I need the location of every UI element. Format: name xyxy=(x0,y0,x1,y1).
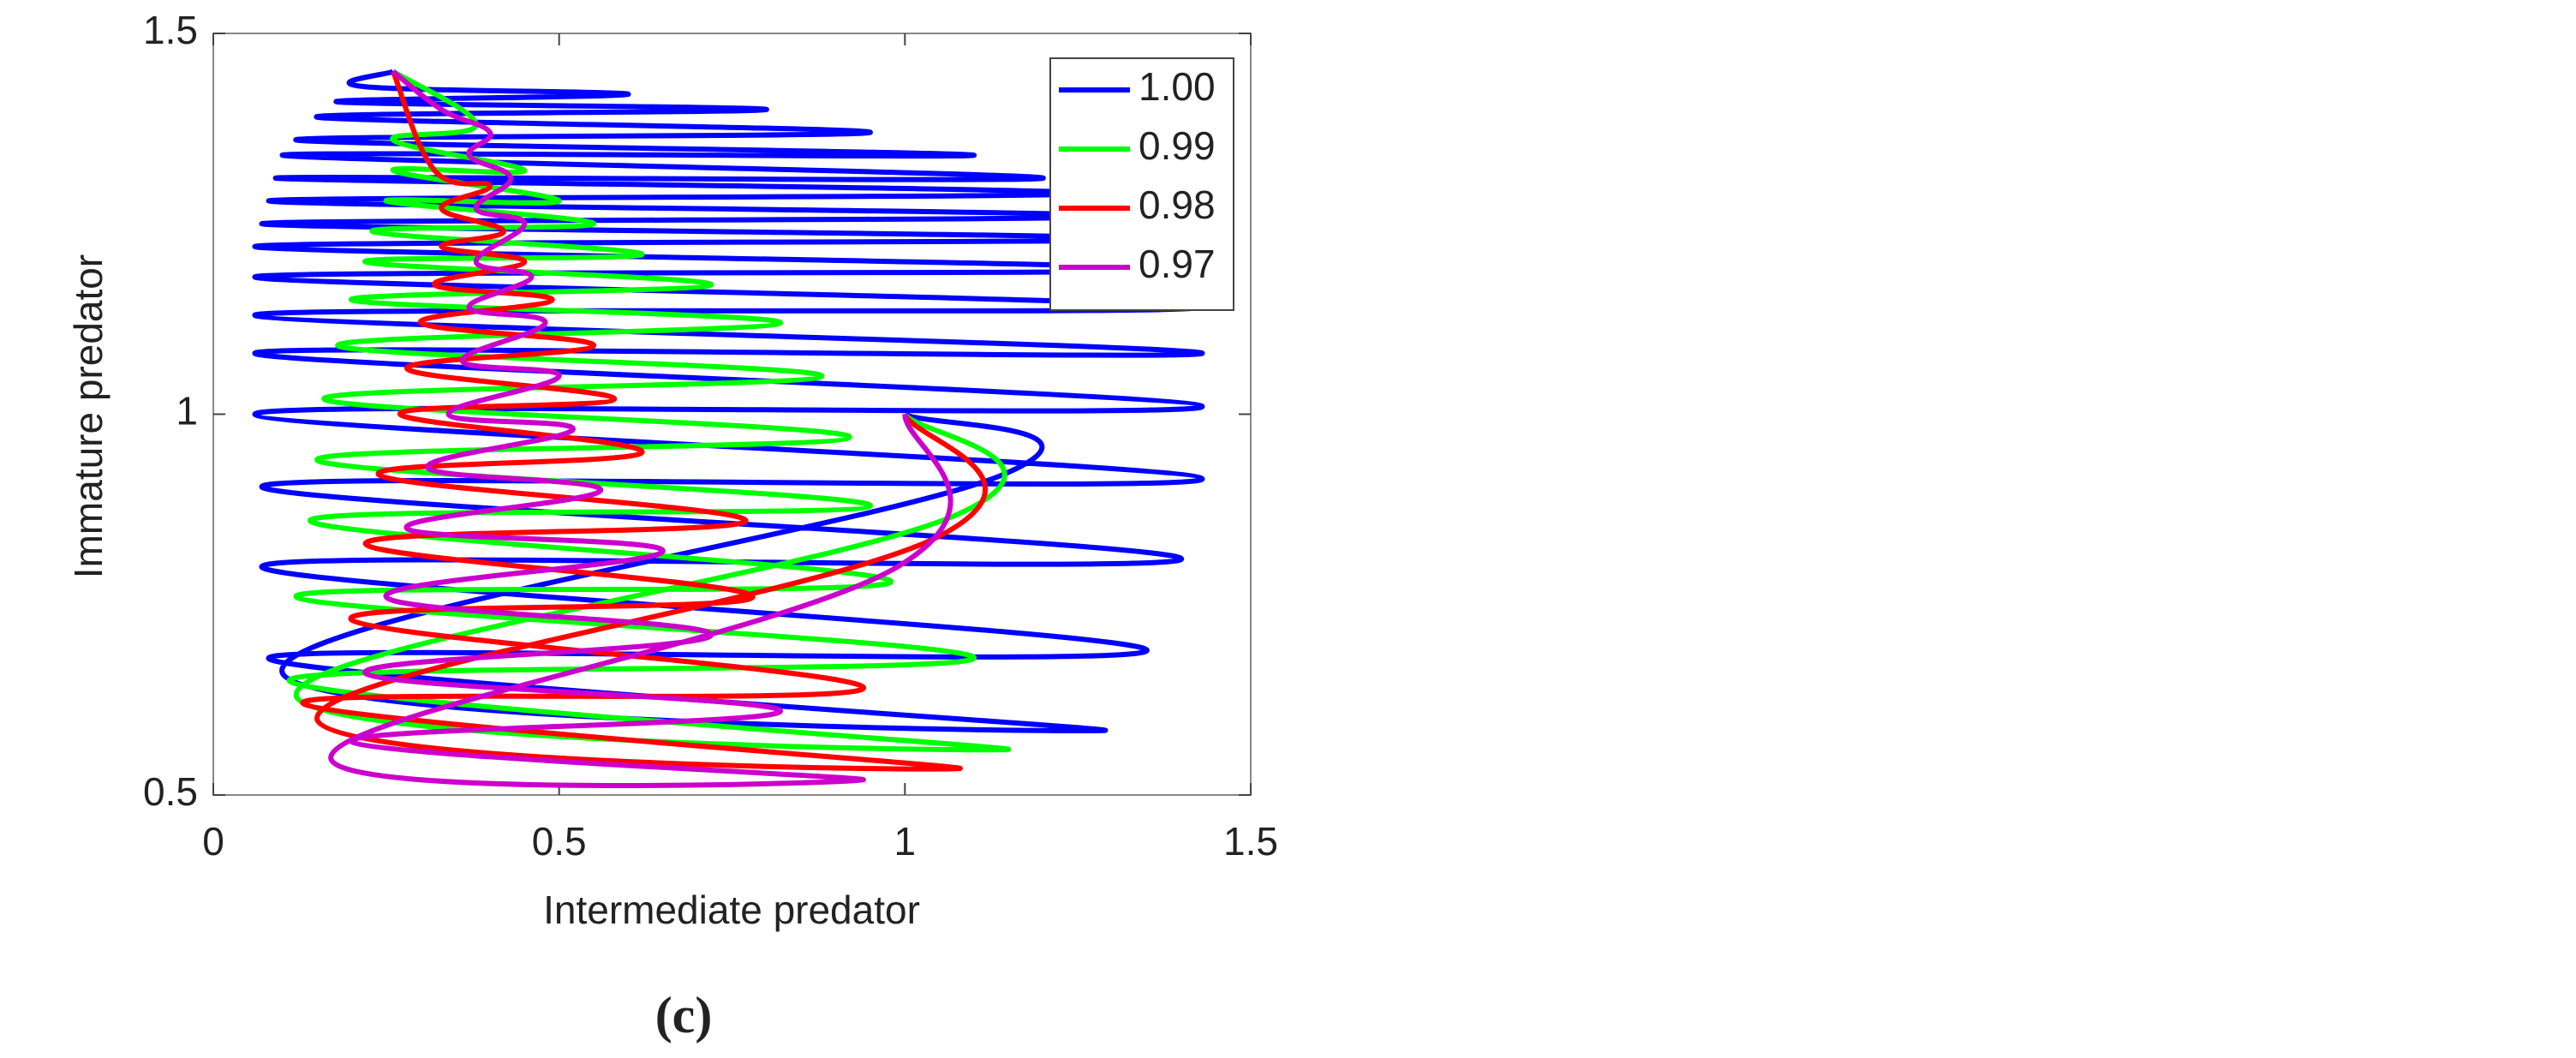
y-axis-label: Immature predator xyxy=(66,254,111,578)
x-tick-label: 0 xyxy=(202,819,224,864)
series-line xyxy=(300,70,988,772)
x-axis-label: Intermediate predator xyxy=(543,888,920,932)
y-tick-label: 1 xyxy=(176,389,198,433)
y-tick-label: 0.5 xyxy=(143,769,198,814)
legend-label: 0.98 xyxy=(1139,182,1216,227)
y-tick-label: 1.5 xyxy=(143,8,198,52)
x-tick-label: 1.5 xyxy=(1223,819,1278,864)
legend-label: 0.99 xyxy=(1139,123,1216,168)
x-tick-label: 1 xyxy=(894,819,917,864)
caption: (c) xyxy=(655,987,713,1043)
legend-label: 0.97 xyxy=(1139,242,1216,286)
legend-label: 1.00 xyxy=(1139,64,1216,109)
series-line xyxy=(328,69,953,788)
series-line xyxy=(252,69,1205,734)
x-tick-label: 0.5 xyxy=(532,819,587,864)
series-line xyxy=(286,69,1012,753)
